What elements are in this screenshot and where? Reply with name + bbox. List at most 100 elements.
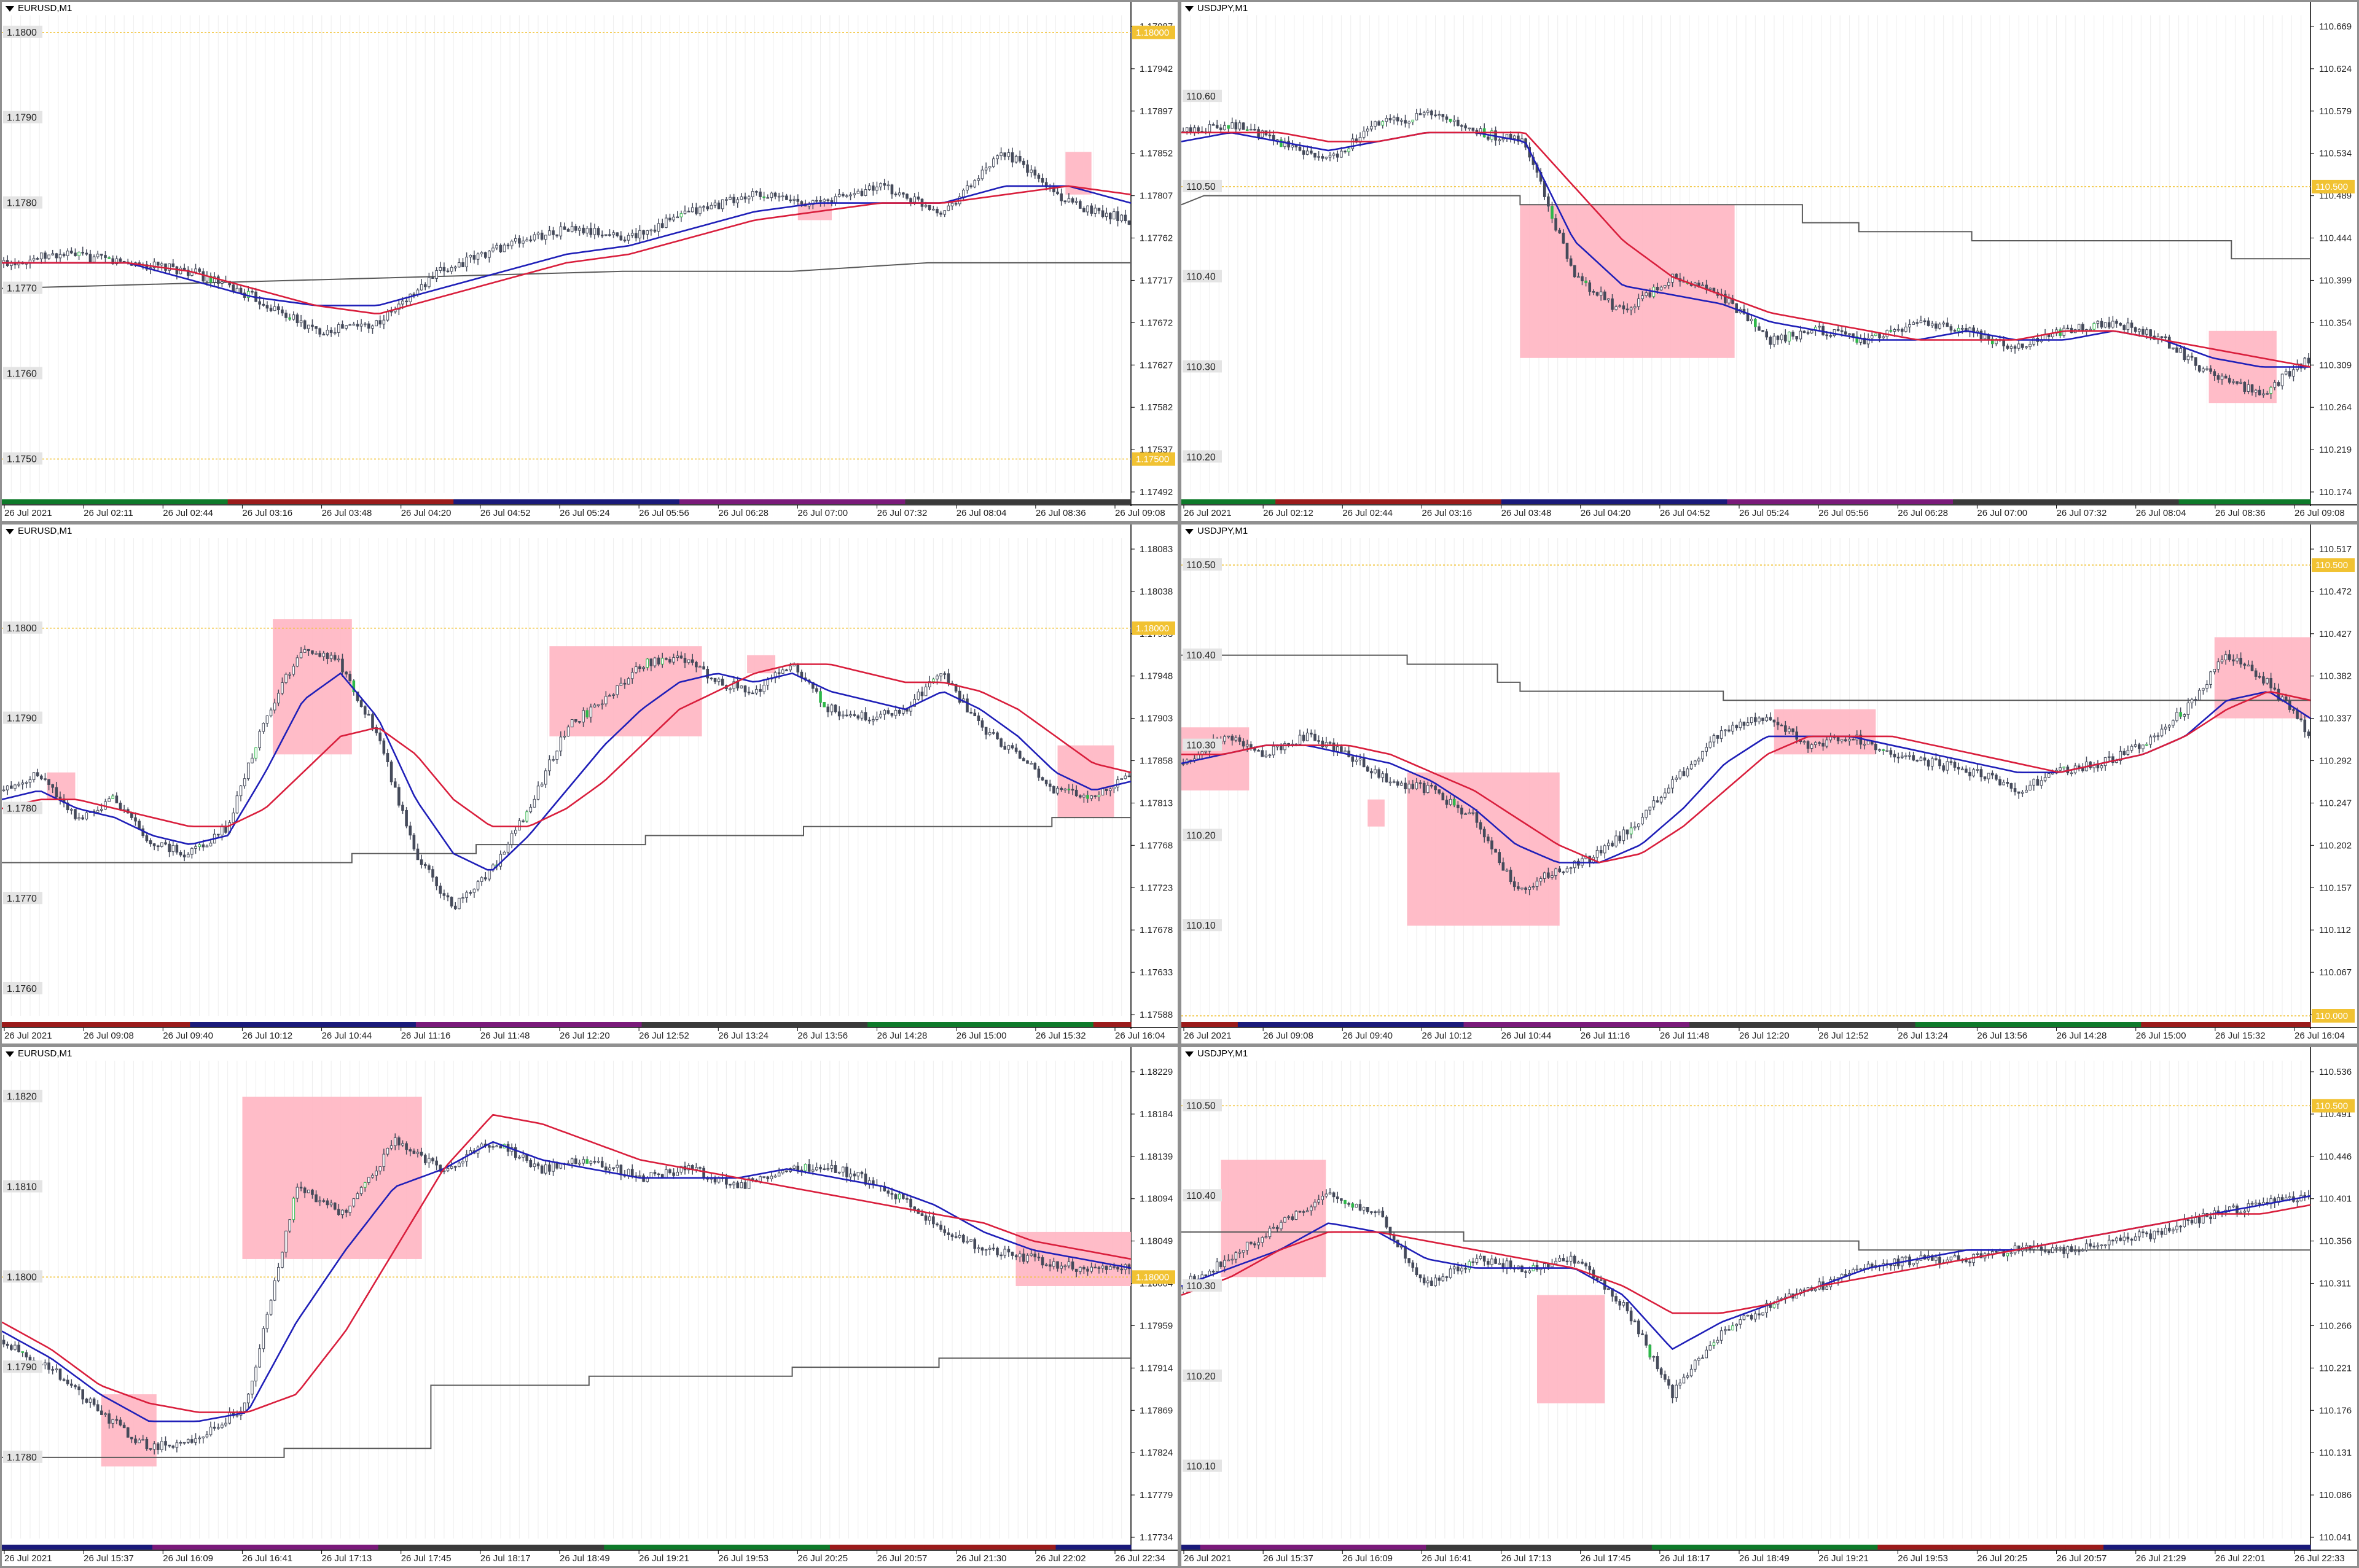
triangle-down-icon[interactable] [1185, 1051, 1194, 1057]
triangle-down-icon[interactable] [6, 528, 14, 534]
candle-body [1836, 329, 1840, 331]
candle-body [2047, 1250, 2051, 1254]
session-strip-segment [1764, 499, 1784, 504]
price-axis-label: 110.157 [2319, 883, 2352, 893]
session-strip-segment [867, 1022, 887, 1027]
candle-body [2228, 1206, 2231, 1211]
session-strip-segment [1055, 1022, 1075, 1027]
session-strip-segment [886, 499, 906, 504]
session-strip-segment [1689, 499, 1709, 504]
candle-body [258, 731, 261, 748]
candle-body [209, 1426, 213, 1435]
chart-canvas[interactable]: 110.50110.40110.30110.20110.10110.517110… [1181, 525, 2357, 1043]
chart-panel-eurusd-3[interactable]: EURUSD,M1 1.1820 1.1810 1.1800 1.1790 1.1780… [0, 1045, 1180, 1568]
candle-body [1071, 789, 1074, 791]
candle-body [1362, 1207, 1366, 1211]
candle-body [1818, 326, 1821, 328]
chart-panel-usdjpy-1[interactable]: USDJPY,M1 110.60 110.50 110.40 110.30 110.20… [1180, 0, 2359, 523]
session-strip-segment [359, 1022, 379, 1027]
candle-body [1056, 787, 1059, 794]
session-strip-segment [2, 499, 22, 504]
candle-body [1245, 129, 1249, 131]
candle-body [329, 655, 333, 659]
candle-body [1935, 758, 1938, 760]
candle-body [879, 183, 882, 187]
candle-body [1097, 208, 1101, 211]
candle-body [2122, 751, 2126, 755]
candle-body [1283, 141, 1286, 147]
candle-body [777, 195, 781, 198]
session-strip-segment [227, 1022, 247, 1027]
candle-body [943, 1229, 947, 1233]
fast-moving-average-line [2, 1141, 1132, 1422]
price-axis-label: 1.17672 [1140, 318, 1173, 328]
candle-body [2209, 671, 2212, 685]
candle-body [409, 1149, 412, 1152]
candle-body [1659, 286, 1663, 291]
time-axis-label: 26 Jul 13:24 [718, 1031, 769, 1041]
triangle-down-icon[interactable] [6, 1051, 14, 1057]
candle-body [382, 740, 386, 754]
candle-body [1238, 1252, 1242, 1254]
session-strip-segment [1256, 1022, 1276, 1027]
chart-panel-usdjpy-3[interactable]: USDJPY,M1 110.50 110.40 110.30 110.20 110.10… [1180, 1045, 2359, 1568]
candle-body [405, 809, 408, 827]
candle-body [1211, 1271, 1215, 1273]
candle-body [333, 1203, 337, 1210]
chart-canvas[interactable]: 110.60110.50110.40110.30110.20110.669110… [1181, 2, 2357, 521]
chart-canvas[interactable]: 110.50110.40110.30110.20110.10110.536110… [1181, 1047, 2357, 1566]
candle-body [574, 226, 577, 231]
candle-body [837, 1171, 841, 1174]
candle-body [2009, 346, 2013, 349]
candle-body [32, 772, 36, 780]
session-strip-segment [2272, 1022, 2292, 1027]
candle-body [2280, 373, 2284, 386]
candle-body [619, 1164, 623, 1176]
candle-body [2277, 382, 2280, 386]
session-strip-segment [1200, 499, 1219, 504]
triangle-down-icon[interactable] [1185, 6, 1194, 12]
chart-canvas[interactable]: 1.18001.17901.17801.17701.17601.180831.1… [2, 525, 1178, 1043]
candle-body [2266, 393, 2269, 395]
candle-body [2149, 1233, 2152, 1239]
chart-panel-eurusd-1[interactable]: EURUSD,M1 1.1800 1.1790 1.1780 1.1770 1.1760… [0, 0, 1180, 523]
candle-body [378, 1166, 382, 1172]
candle-body [315, 653, 318, 655]
price-tag [1132, 452, 1175, 466]
candle-body [1056, 1261, 1059, 1269]
candle-body [1825, 1286, 1829, 1290]
candle-body [318, 653, 322, 657]
candle-body [1802, 1289, 1806, 1292]
chart-panel-usdjpy-2[interactable]: USDJPY,M1 110.50 110.40 110.30 110.20 110.10… [1180, 523, 2359, 1045]
candle-body [1302, 735, 1305, 741]
candle-body [555, 751, 558, 760]
candle-body [1983, 776, 1987, 779]
candle-body [213, 1426, 216, 1429]
session-strip-segment [1219, 499, 1238, 504]
candle-body [1044, 779, 1048, 784]
time-axis-label: 26 Jul 09:40 [163, 1031, 213, 1041]
triangle-down-icon[interactable] [1185, 528, 1194, 534]
session-strip-segment [284, 1022, 303, 1027]
candle-body [1067, 198, 1071, 203]
chart-canvas[interactable]: 1.18201.18101.18001.17901.17801.182291.1… [2, 1047, 1178, 1566]
candle-body [1116, 211, 1119, 221]
candle-body [1030, 763, 1033, 765]
chart-canvas[interactable]: 1.18001.17901.17801.17701.17601.17501.17… [2, 2, 1178, 521]
candle-body [635, 233, 638, 239]
candle-body [1494, 848, 1497, 853]
candle-body [393, 1137, 397, 1146]
session-strip-segment [58, 499, 78, 504]
triangle-down-icon[interactable] [6, 6, 14, 12]
session-strip-segment [754, 499, 774, 504]
candle-body [2216, 375, 2220, 380]
candle-body [491, 1146, 495, 1148]
candle-body [386, 1147, 389, 1155]
candle-body [2186, 1219, 2190, 1221]
candle-body [1584, 1263, 1587, 1266]
chart-panel-eurusd-2[interactable]: EURUSD,M1 1.1800 1.1790 1.1780 1.1770 1.1760… [0, 523, 1180, 1045]
candle-body [789, 665, 792, 671]
candle-body [1765, 1303, 1768, 1313]
candle-body [428, 865, 431, 870]
candle-body [1227, 735, 1230, 738]
